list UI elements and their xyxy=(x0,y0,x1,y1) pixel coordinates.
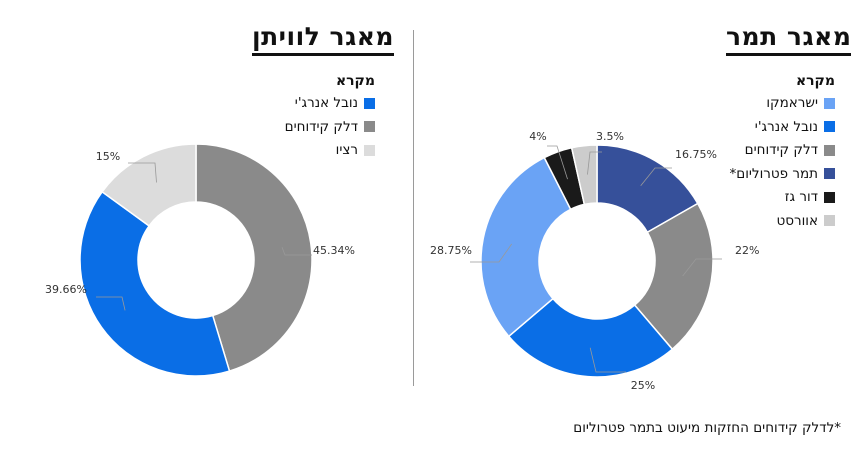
data-label: 16.75% xyxy=(675,148,717,161)
legend-swatch xyxy=(824,121,835,132)
tamar-donut: 16.75% 22% 25% 28.75% 4% 3.5% xyxy=(430,130,759,392)
leader-line xyxy=(640,167,672,187)
tamar-legend: מקרא ישראמקו נובל אנרג'י דלק קידוחים תמר… xyxy=(729,70,835,233)
legend-label: דלק קידוחים xyxy=(284,118,358,135)
leader-line xyxy=(281,247,312,256)
legend-label: ישראמקו xyxy=(766,95,818,111)
data-label: 45.34% xyxy=(313,244,355,257)
legend-swatch xyxy=(824,168,835,179)
data-label: 15% xyxy=(96,150,120,163)
legend-label: אוורסט xyxy=(776,212,818,229)
leader-line xyxy=(682,258,722,277)
donut-slice xyxy=(195,143,313,372)
legend-item: נובל אנרג'י xyxy=(285,92,375,116)
data-label: 4% xyxy=(529,130,546,143)
legend-item: תמר פטרוליום* xyxy=(729,163,835,187)
legend-swatch xyxy=(824,191,835,203)
legend-label: דור גז xyxy=(784,189,818,205)
leader-line xyxy=(96,296,126,311)
leviathan-title: מאגר לוויתן xyxy=(252,22,395,56)
donut-slice xyxy=(79,190,231,377)
data-label: 39.66% xyxy=(45,283,87,296)
donut-slice xyxy=(507,297,674,378)
legend-title: מקרא xyxy=(795,73,835,89)
panel-divider xyxy=(413,30,414,386)
legend-item: נובל אנרג'י xyxy=(729,116,835,140)
legend-swatch xyxy=(364,97,375,109)
legend-label: נובל אנרג'י xyxy=(294,95,358,111)
leader-line xyxy=(587,151,602,175)
leviathan-legend: מקרא נובל אנרג'י דלק קידוחים רציו xyxy=(285,70,375,163)
donut-slice xyxy=(570,144,598,206)
donut-slice xyxy=(480,156,572,338)
legend-item: דלק קידוחים xyxy=(285,116,375,140)
donut-slice xyxy=(633,202,714,351)
leader-line xyxy=(589,347,626,373)
data-label: 25% xyxy=(631,379,655,392)
legend-label: נובל אנרג'י xyxy=(754,118,818,135)
legend-swatch xyxy=(824,215,835,226)
leader-line xyxy=(128,162,157,183)
legend-label: תמר פטרוליום* xyxy=(729,165,818,182)
legend-item: רציו xyxy=(285,139,375,163)
legend-item: אוורסט xyxy=(729,210,835,234)
legend-swatch xyxy=(364,121,375,132)
donut-slice xyxy=(101,143,197,227)
legend-swatch xyxy=(824,144,835,156)
leader-line xyxy=(547,145,568,180)
legend-swatch xyxy=(364,144,375,156)
data-label: 3.5% xyxy=(596,130,624,143)
legend-swatch xyxy=(824,97,835,109)
leader-line xyxy=(470,243,512,263)
footnote: *לדלק קידוחים החזקות מיעוט בתמר פטרוליום xyxy=(573,420,841,436)
legend-label: רציו xyxy=(335,142,358,158)
legend-item: ישראמקו xyxy=(729,92,835,116)
tamar-title: מאגר תמר xyxy=(726,22,852,56)
data-label: 28.75% xyxy=(430,244,472,257)
legend-label: דלק קידוחים xyxy=(744,142,818,158)
leviathan-donut: 45.34% 39.66% 15% xyxy=(45,143,355,377)
legend-title: מקרא xyxy=(335,73,375,89)
data-label: 22% xyxy=(735,244,759,257)
legend-item: דור גז xyxy=(729,186,835,210)
legend-item: דלק קידוחים xyxy=(729,139,835,163)
